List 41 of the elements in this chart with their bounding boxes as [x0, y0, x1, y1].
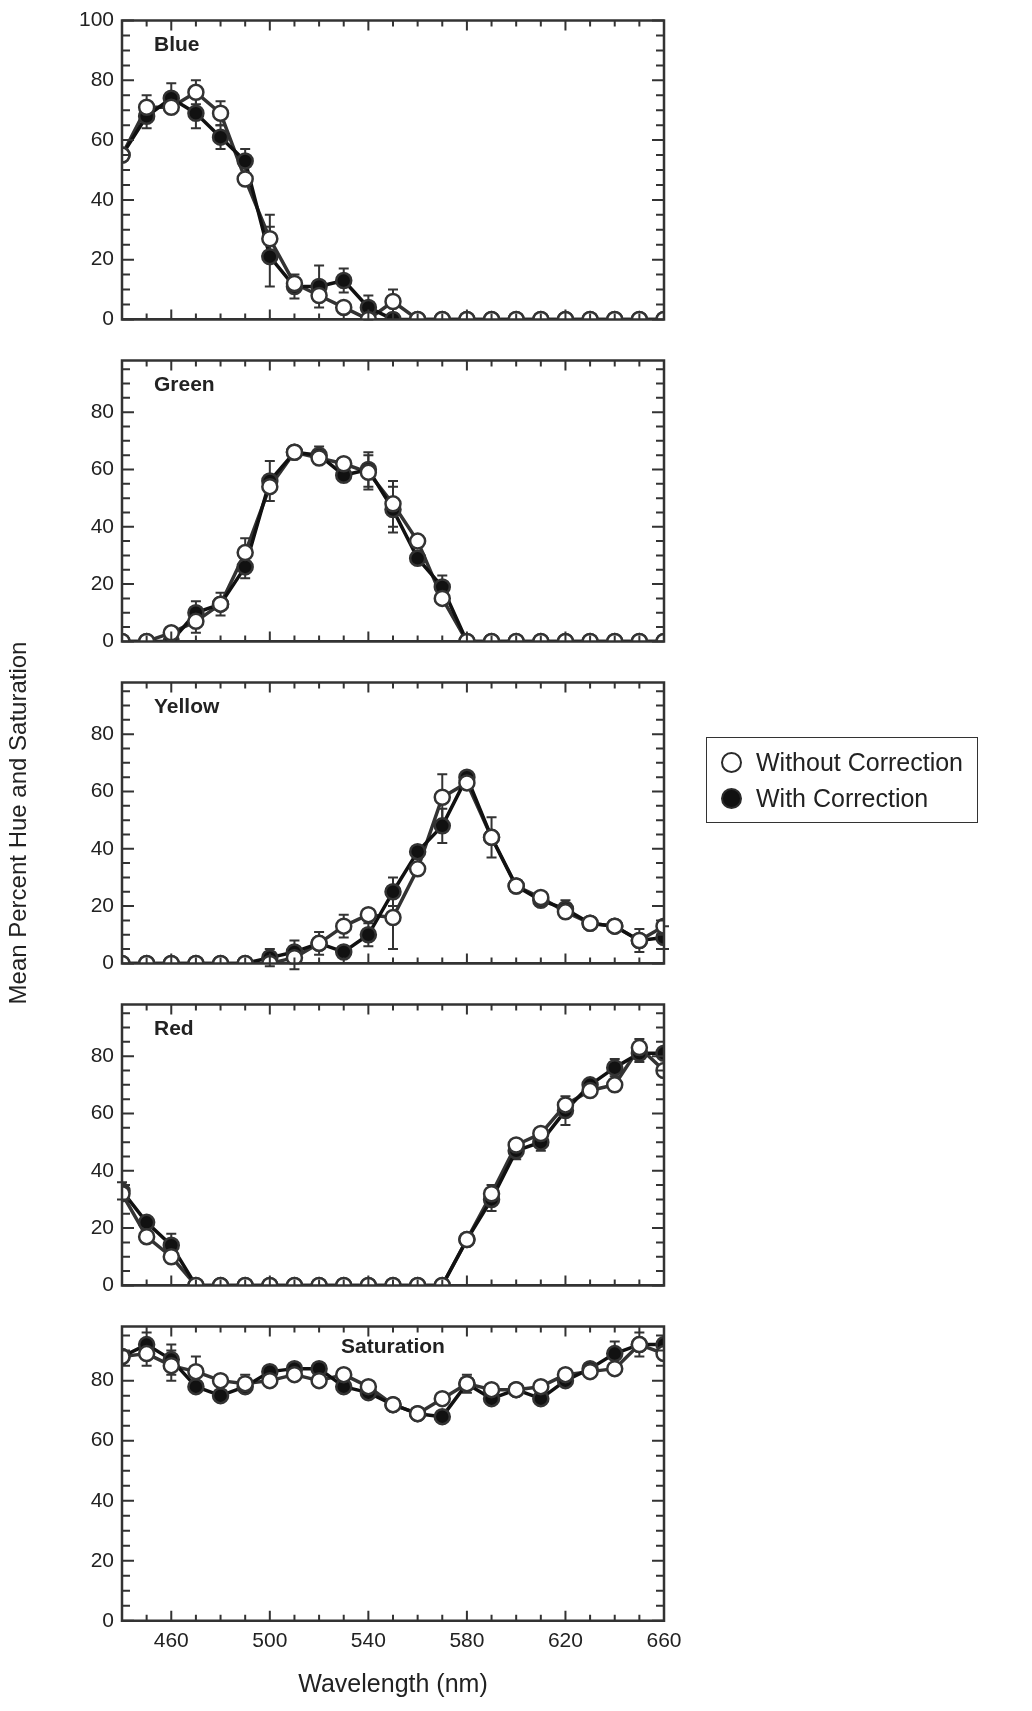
- y-tick-label: 20: [90, 1214, 114, 1238]
- y-tick-label: 0: [102, 1272, 114, 1296]
- y-tick-label: 60: [90, 126, 114, 150]
- x-tick-label: 580: [449, 1628, 485, 1652]
- y-tick-label: 60: [90, 1100, 114, 1124]
- text: Green: [154, 371, 215, 395]
- y-tick-label: 60: [90, 1427, 114, 1451]
- y-axis-title: Mean Percent Hue and Saturation: [4, 641, 32, 1005]
- x-axis-title: Wavelength (nm): [298, 1668, 488, 1697]
- y-tick-label: 80: [90, 1042, 114, 1066]
- y-tick-label: 20: [90, 1547, 114, 1571]
- x-tick-label: 660: [646, 1628, 682, 1652]
- text: Yellow: [154, 693, 221, 717]
- y-tick-label: 40: [90, 1157, 114, 1181]
- legend-label: With Correction: [756, 784, 929, 812]
- x-tick-label: 460: [153, 1628, 189, 1652]
- y-tick-label: 40: [90, 835, 114, 859]
- legend-label: Without Correction: [756, 748, 964, 776]
- y-tick-label: 80: [90, 398, 114, 422]
- y-tick-label: 40: [90, 186, 114, 210]
- y-tick-label: 0: [102, 306, 114, 330]
- y-tick-label: 0: [102, 628, 114, 652]
- y-tick-label: 20: [90, 892, 114, 916]
- y-tick-label: 100: [78, 7, 114, 31]
- chart-title: Saturation: [341, 1333, 445, 1357]
- text: Red: [154, 1015, 194, 1039]
- y-tick-label: 40: [90, 513, 114, 537]
- y-tick-label: 40: [90, 1487, 114, 1511]
- text: Blue: [154, 31, 200, 55]
- y-tick-label: 0: [102, 950, 114, 974]
- x-tick-label: 500: [252, 1628, 288, 1652]
- x-tick-label: 540: [350, 1628, 386, 1652]
- x-tick-label: 620: [547, 1628, 583, 1652]
- y-tick-label: 80: [90, 720, 114, 744]
- y-tick-label: 20: [90, 246, 114, 270]
- y-tick-label: 20: [90, 570, 114, 594]
- y-tick-label: 60: [90, 778, 114, 802]
- y-tick-label: 80: [90, 1367, 114, 1391]
- y-tick-label: 0: [102, 1607, 114, 1631]
- y-tick-label: 80: [90, 67, 114, 91]
- y-tick-label: 60: [90, 456, 114, 480]
